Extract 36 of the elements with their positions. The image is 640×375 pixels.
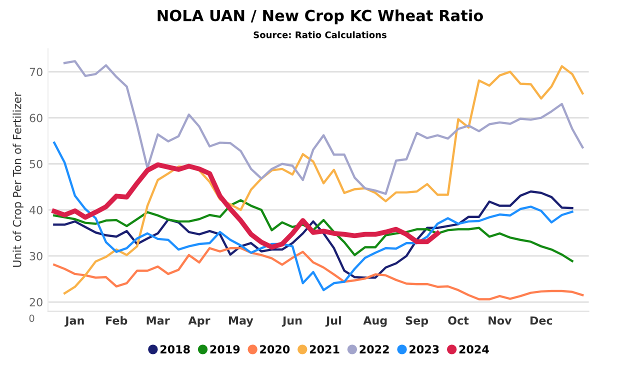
x-tick-label: May: [228, 316, 254, 327]
x-tick-label: Apr: [188, 316, 210, 327]
x-tick-label: Jul: [325, 316, 341, 327]
y-tick-label: 70: [30, 68, 42, 76]
line-series: [53, 190, 574, 279]
y-tick-label: 20: [30, 298, 42, 306]
line-series: [63, 65, 584, 294]
x-tick-label: Nov: [488, 316, 512, 325]
legend-label: 2024: [459, 345, 489, 354]
x-tick-label: Jun: [282, 316, 302, 327]
x-tick-label: Mar: [146, 316, 170, 325]
legend-label: 2018: [160, 345, 190, 354]
x-tick-label: Feb: [106, 316, 128, 325]
y-tick-label: 50: [30, 160, 42, 168]
chart-subtitle: Source: Ratio Calculations: [254, 31, 386, 38]
text: 0: [29, 314, 34, 322]
y-axis-title: Unit of Crop Per Ton of Fertilizer: [12, 92, 24, 267]
line-series: [52, 162, 440, 250]
line-series: [53, 199, 574, 262]
legend-label: 2022: [360, 345, 389, 354]
legend-label: 2019: [210, 345, 240, 354]
y-tick-label: 60: [30, 114, 42, 122]
chart-title: NOLA UAN / New Crop KC Wheat Ratio: [158, 9, 483, 24]
y-tick-label: 30: [30, 252, 42, 260]
line-series: [53, 142, 574, 292]
x-tick-label: Sep: [406, 316, 428, 327]
x-tick-label: Dec: [530, 316, 552, 325]
line-series: [63, 60, 584, 195]
x-tick-label: Aug: [363, 316, 387, 327]
x-tick-label: Oct: [448, 316, 469, 325]
y-tick-label: 40: [30, 206, 42, 214]
legend-label: 2021: [310, 345, 340, 354]
legend-label: 2023: [410, 345, 439, 354]
line-series: [53, 247, 584, 300]
legend-label: 2020: [260, 345, 290, 354]
x-tick-label: Jan: [64, 316, 84, 327]
